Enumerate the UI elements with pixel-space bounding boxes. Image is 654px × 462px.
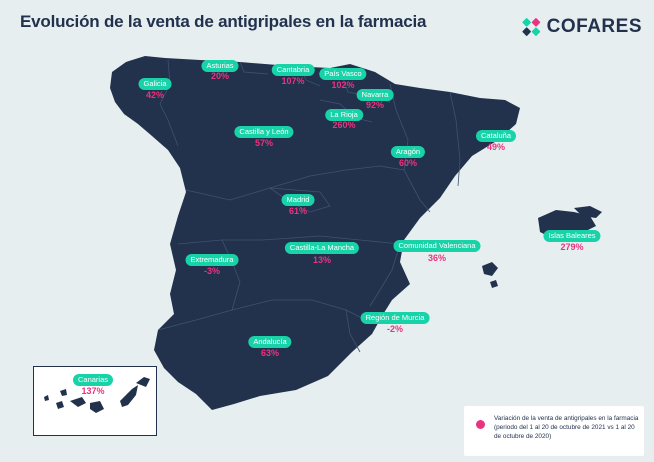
region-label-asturias: Asturias xyxy=(201,60,239,72)
menorca-shape xyxy=(574,206,602,218)
region-label-valenciana: Comunidad Valenciana xyxy=(393,240,481,252)
formentera-shape xyxy=(490,280,498,288)
region-label-pais-vasco: País Vasco xyxy=(319,68,367,80)
region-label-baleares: Islas Baleares xyxy=(543,230,601,242)
brand-name: COFARES xyxy=(546,16,642,37)
page-title: Evolución de la venta de antigripales en… xyxy=(20,12,427,31)
region-label-castilla-mancha: Castilla-La Mancha xyxy=(284,242,360,254)
region-label-extremadura: Extremadura xyxy=(185,254,239,266)
region-label-cantabria: Cantabria xyxy=(271,64,315,76)
region-label-canarias: Canarias xyxy=(72,374,114,386)
legend-text: Variación de la venta de antigripales en… xyxy=(494,415,639,440)
ibiza-shape xyxy=(482,262,498,276)
region-value-andalucia: 63% xyxy=(260,348,280,358)
legend: Variación de la venta de antigripales en… xyxy=(464,406,644,456)
region-label-madrid: Madrid xyxy=(281,194,315,206)
region-label-aragon: Aragón xyxy=(390,146,426,158)
region-label-galicia: Galicia xyxy=(138,78,172,90)
region-value-canarias: 137% xyxy=(81,386,105,396)
brand-logo: COFARES xyxy=(522,13,642,41)
region-value-castilla-mancha: 13% xyxy=(312,255,332,265)
region-value-valenciana: 36% xyxy=(427,253,447,263)
region-value-cantabria: 107% xyxy=(281,76,305,86)
mainland-shape xyxy=(110,56,520,410)
region-value-cataluna: 49% xyxy=(486,142,506,152)
region-label-cataluna: Cataluña xyxy=(475,130,517,142)
cofares-logo-icon xyxy=(522,18,541,36)
region-value-la-rioja: 260% xyxy=(332,120,356,130)
region-value-galicia: 42% xyxy=(145,90,165,100)
legend-dot-icon xyxy=(476,420,485,429)
region-value-murcia: -2% xyxy=(386,324,404,334)
region-label-castilla-leon: Castilla y León xyxy=(234,126,294,138)
region-value-castilla-leon: 57% xyxy=(254,138,274,148)
region-label-la-rioja: La Rioja xyxy=(325,109,363,121)
region-label-andalucia: Andalucía xyxy=(248,336,292,348)
region-label-murcia: Región de Murcia xyxy=(360,312,430,324)
region-value-extremadura: -3% xyxy=(203,266,221,276)
canarias-map xyxy=(44,377,150,413)
region-value-aragon: 60% xyxy=(398,158,418,168)
region-value-baleares: 279% xyxy=(560,242,584,252)
region-value-madrid: 61% xyxy=(288,206,308,216)
region-value-asturias: 20% xyxy=(210,71,230,81)
region-value-pais-vasco: 102% xyxy=(331,80,355,90)
region-value-navarra: 92% xyxy=(365,100,385,110)
region-label-navarra: Navarra xyxy=(356,89,394,101)
